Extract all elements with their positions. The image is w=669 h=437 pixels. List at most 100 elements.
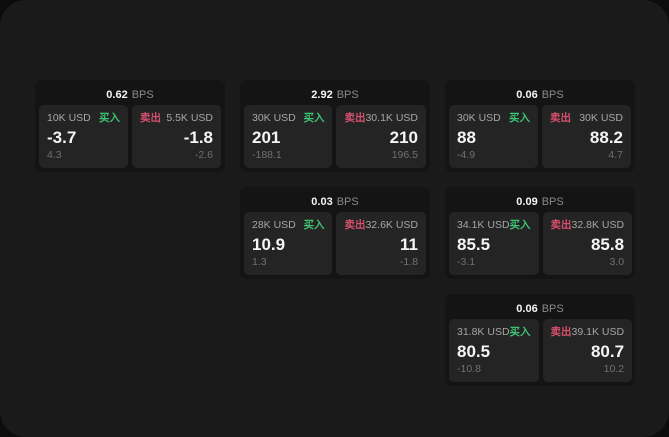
buy-sub-value: 1.3	[252, 256, 267, 268]
buy-side-label: 买入	[509, 326, 531, 338]
buy-sub-value: 4.3	[47, 149, 62, 161]
bps-unit-label: BPS	[541, 302, 564, 315]
bps-value: 0.09	[516, 195, 538, 208]
quote-card: 0.06 BPS 31.8K USD 买入 80.5 -10.8 卖出 39.1…	[445, 294, 635, 386]
buy-amount: 31.8K USD	[457, 326, 510, 338]
sell-price: 11	[400, 234, 418, 254]
card-header: 0.06 BPS	[449, 84, 631, 105]
panels-row: 31.8K USD 买入 80.5 -10.8 卖出 39.1K USD 80.…	[449, 319, 633, 382]
sell-sub-value: -2.6	[194, 149, 213, 161]
sell-price: 85.8	[590, 234, 625, 254]
sell-sub-value: 4.7	[608, 149, 623, 161]
buy-amount: 30K USD	[457, 112, 501, 124]
buy-panel[interactable]: 30K USD 买入 88 -4.9	[449, 105, 538, 168]
buy-sub-value: -3.1	[457, 256, 476, 268]
buy-price: 88	[457, 127, 476, 147]
sell-sub-value: 3.0	[609, 256, 625, 268]
buy-price: 80.5	[457, 341, 491, 361]
sell-amount: 39.1K USD	[571, 326, 625, 338]
panels-row: 30K USD 买入 88 -4.9 卖出 30K USD 88.2 4.7	[449, 105, 631, 168]
buy-panel-header: 30K USD 买入	[457, 112, 530, 125]
buy-side-label: 买入	[509, 112, 530, 124]
sell-amount: 30.1K USD	[365, 112, 418, 124]
sell-price: 80.7	[590, 341, 625, 361]
buy-panel-header: 28K USD 买入	[252, 219, 324, 232]
panels-row: 34.1K USD 买入 85.5 -3.1 卖出 32.8K USD 85.8…	[449, 212, 633, 275]
buy-panel-header: 34.1K USD 买入	[457, 219, 531, 232]
bps-value: 2.92	[311, 88, 333, 101]
buy-side-label: 买入	[303, 112, 325, 124]
card-header: 0.06 BPS	[449, 298, 631, 319]
sell-sub-value: 196.5	[391, 149, 418, 161]
buy-panel[interactable]: 28K USD 买入 10.9 1.3	[244, 212, 333, 275]
sell-panel[interactable]: 卖出 39.1K USD 80.7 10.2	[542, 319, 633, 382]
sell-panel-header: 卖出 30K USD	[550, 112, 623, 125]
sell-panel[interactable]: 卖出 32.6K USD 11 -1.8	[336, 212, 426, 275]
quote-card: 2.92 BPS 30K USD 买入 201 -188.1 卖出 30.1K …	[240, 80, 430, 172]
sell-amount: 32.8K USD	[571, 219, 625, 231]
buy-panel-header: 31.8K USD 买入	[457, 326, 531, 339]
bps-value: 0.06	[516, 302, 538, 315]
buy-price: -3.7	[47, 127, 77, 147]
panels-row: 28K USD 买入 10.9 1.3 卖出 32.6K USD 11 -1.8	[244, 212, 426, 275]
card-header: 0.03 BPS	[244, 191, 426, 212]
buy-panel[interactable]: 31.8K USD 买入 80.5 -10.8	[449, 319, 539, 382]
buy-sub-value: -10.8	[457, 363, 481, 375]
bps-unit-label: BPS	[336, 88, 359, 101]
sell-panel[interactable]: 卖出 30.1K USD 210 196.5	[336, 105, 426, 168]
sell-price: 88.2	[589, 127, 623, 147]
buy-panel-header: 30K USD 买入	[252, 112, 324, 125]
sell-panel-header: 卖出 32.6K USD	[344, 219, 418, 232]
buy-panel[interactable]: 10K USD 买入 -3.7 4.3	[39, 105, 128, 168]
buy-sub-value: -188.1	[252, 149, 282, 161]
buy-amount: 28K USD	[252, 219, 296, 231]
bps-value: 0.62	[106, 88, 128, 101]
bps-value: 0.03	[311, 195, 333, 208]
sell-price: 210	[389, 127, 418, 147]
sell-side-label: 卖出	[550, 219, 572, 231]
quote-card: 0.09 BPS 34.1K USD 买入 85.5 -3.1 卖出 32.8K…	[445, 187, 635, 279]
quote-card: 0.06 BPS 30K USD 买入 88 -4.9 卖出 30K USD	[445, 80, 635, 172]
sell-side-label: 卖出	[344, 219, 366, 231]
buy-side-label: 买入	[509, 219, 531, 231]
buy-amount: 10K USD	[47, 112, 91, 124]
sell-panel[interactable]: 卖出 5.5K USD -1.8 -2.6	[132, 105, 221, 168]
panels-row: 30K USD 买入 201 -188.1 卖出 30.1K USD 210 1…	[244, 105, 426, 168]
sell-panel-header: 卖出 30.1K USD	[344, 112, 418, 125]
quote-card: 0.62 BPS 10K USD 买入 -3.7 4.3 卖出 5.5K USD	[35, 80, 225, 172]
buy-panel[interactable]: 34.1K USD 买入 85.5 -3.1	[449, 212, 539, 275]
card-header: 2.92 BPS	[244, 84, 426, 105]
buy-panel[interactable]: 30K USD 买入 201 -188.1	[244, 105, 333, 168]
sell-panel-header: 卖出 39.1K USD	[551, 326, 625, 339]
sell-side-label: 卖出	[550, 112, 571, 124]
quote-cards-grid: 0.62 BPS 10K USD 买入 -3.7 4.3 卖出 5.5K USD	[35, 80, 635, 386]
bps-unit-label: BPS	[541, 88, 564, 101]
buy-side-label: 买入	[99, 112, 120, 124]
sell-amount: 30K USD	[579, 112, 623, 124]
sell-side-label: 卖出	[140, 112, 161, 124]
sell-amount: 32.6K USD	[365, 219, 418, 231]
sell-amount: 5.5K USD	[166, 112, 213, 124]
sell-side-label: 卖出	[550, 326, 572, 338]
sell-panel-header: 卖出 32.8K USD	[551, 219, 625, 232]
buy-price: 85.5	[457, 234, 491, 254]
buy-amount: 30K USD	[252, 112, 296, 124]
sell-panel[interactable]: 卖出 32.8K USD 85.8 3.0	[542, 212, 633, 275]
sell-price: -1.8	[183, 127, 213, 147]
buy-side-label: 买入	[303, 219, 325, 231]
quote-card: 0.03 BPS 28K USD 买入 10.9 1.3 卖出 32.6K US…	[240, 187, 430, 279]
sell-panel-header: 卖出 5.5K USD	[140, 112, 213, 125]
card-header: 0.62 BPS	[39, 84, 221, 105]
buy-amount: 34.1K USD	[457, 219, 510, 231]
buy-sub-value: -4.9	[457, 149, 476, 161]
card-header: 0.09 BPS	[449, 191, 631, 212]
sell-sub-value: 10.2	[603, 363, 625, 375]
buy-price: 10.9	[252, 234, 286, 254]
sell-panel[interactable]: 卖出 30K USD 88.2 4.7	[542, 105, 631, 168]
bps-unit-label: BPS	[131, 88, 154, 101]
buy-panel-header: 10K USD 买入	[47, 112, 120, 125]
buy-price: 201	[252, 127, 281, 147]
bps-unit-label: BPS	[336, 195, 359, 208]
bps-unit-label: BPS	[541, 195, 564, 208]
